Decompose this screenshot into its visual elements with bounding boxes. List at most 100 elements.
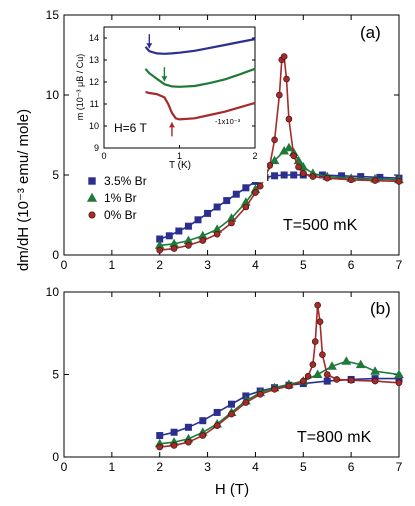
y-tick-label: 5: [52, 168, 59, 182]
data-point: [283, 75, 290, 83]
x-tick-label: 5: [300, 258, 307, 272]
data-point: [242, 399, 250, 406]
series-line-35Br: [144, 38, 256, 55]
data-point: [323, 174, 331, 182]
x-tick-label: 2: [252, 151, 257, 161]
y-tick-label: 12: [89, 77, 99, 87]
data-point: [290, 152, 298, 160]
y-tick-label: 9: [94, 143, 99, 153]
x-tick-label: 0: [101, 151, 106, 161]
series-line-0Br: [145, 90, 256, 121]
data-point: [333, 376, 341, 383]
data-point: [170, 442, 178, 449]
data-point: [347, 376, 355, 384]
y-tick-label: 15: [46, 8, 60, 22]
legend-marker: [86, 192, 98, 202]
data-point: [199, 417, 207, 425]
data-point: [276, 91, 283, 99]
x-tick-label: 6: [348, 258, 355, 272]
arrow-head: [168, 122, 175, 128]
field-annotation-inset: H=6 T: [114, 121, 147, 135]
x-tick-label: 1: [109, 460, 116, 474]
data-point: [165, 232, 173, 240]
data-point: [170, 245, 178, 252]
data-point: [256, 390, 264, 398]
data-point: [228, 410, 235, 418]
offset-label: -1x10⁻³: [215, 117, 241, 126]
data-point: [204, 209, 212, 217]
data-point: [285, 115, 293, 123]
y-tick-label: 0: [52, 450, 59, 464]
legend-marker: [88, 211, 96, 219]
data-point: [312, 369, 323, 378]
y-tick-label: 10: [46, 88, 60, 102]
legend-label: 0% Br: [104, 208, 137, 222]
data-point: [269, 155, 280, 165]
data-point: [347, 176, 355, 184]
data-point: [242, 203, 250, 211]
data-point: [175, 227, 183, 235]
data-point: [280, 53, 288, 60]
data-point: [271, 136, 278, 144]
series-line-35Br: [159, 174, 400, 240]
legend-label: 3.5% Br: [104, 174, 147, 188]
x-tick-label: 2: [156, 460, 163, 474]
data-point: [228, 400, 235, 408]
y-tick-label: 0: [52, 248, 59, 262]
data-point: [295, 163, 302, 171]
x-tick-label: 0: [61, 258, 68, 272]
data-point: [370, 366, 380, 375]
legend: 3.5% Br 1% Br 0% Br: [86, 174, 147, 222]
shared-y-axis-label: dm/dH (10⁻³ emu/ mole): [15, 109, 32, 271]
data-point: [316, 318, 324, 326]
data-point: [285, 382, 293, 390]
y-tick-label: 10: [89, 121, 99, 131]
data-point: [252, 189, 259, 196]
data-point: [299, 377, 307, 385]
data-point: [199, 432, 207, 439]
y-tick-label: 5: [52, 368, 59, 382]
series-line-0Br: [159, 305, 400, 448]
data-point: [395, 379, 403, 387]
series-line-1Br: [144, 67, 256, 88]
x-tick-label: 3: [204, 258, 211, 272]
temperature-annotation-a: T=500 mK: [283, 217, 358, 234]
data-point: [228, 219, 235, 227]
data-point: [184, 222, 192, 230]
x-tick-label: 3: [204, 460, 211, 474]
data-point: [323, 377, 331, 385]
data-point: [213, 230, 221, 238]
legend-marker: [88, 177, 96, 185]
x-tick-label: 4: [252, 460, 259, 474]
data-point: [371, 177, 379, 184]
panel-b: 0 1 2 3 4 5 6 7 0 5 10 (b) T=800 mK: [46, 285, 404, 474]
data-point: [271, 386, 278, 393]
arrow-head: [146, 43, 153, 49]
panel-label-b: (b): [370, 299, 391, 318]
x-axis-label: H (T): [215, 481, 249, 498]
data-point: [284, 142, 294, 152]
inset-x-axis-label: T (K): [169, 160, 191, 171]
data-point: [280, 171, 288, 179]
x-tick-label: 7: [396, 258, 403, 272]
data-point: [156, 432, 164, 440]
data-point: [319, 351, 326, 359]
data-point: [395, 178, 403, 185]
arrow-head: [161, 76, 168, 82]
data-point: [184, 423, 192, 431]
data-point: [242, 184, 250, 192]
temperature-annotation-b: T=800 mK: [297, 429, 372, 446]
x-tick-label: 1: [109, 258, 116, 272]
data-point: [223, 197, 231, 205]
data-point: [309, 173, 317, 180]
x-tick-label: 1: [177, 151, 182, 161]
y-tick-label: 13: [89, 55, 99, 65]
data-point: [194, 216, 202, 224]
inset-y-axis-label: m (10⁻³ μB / Cu): [75, 54, 85, 120]
x-tick-label: 2: [156, 258, 163, 272]
legend-label: 1% Br: [104, 191, 137, 205]
data-point: [170, 428, 178, 436]
data-point: [327, 361, 337, 370]
